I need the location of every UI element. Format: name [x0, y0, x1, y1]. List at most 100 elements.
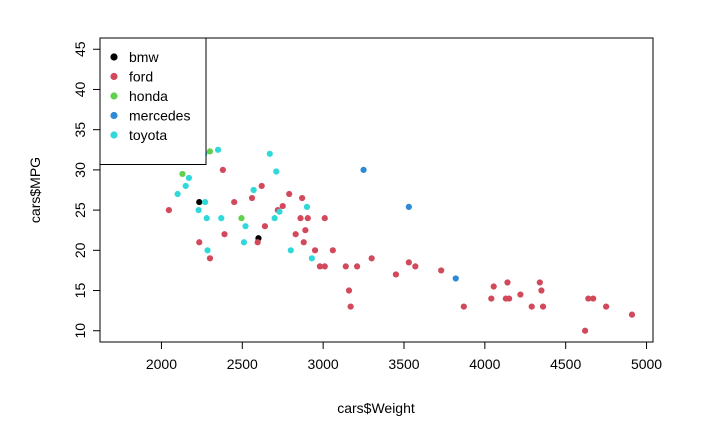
data-point-ford — [261, 223, 269, 230]
data-point-ford — [590, 295, 597, 302]
data-point-ford — [539, 303, 547, 310]
data-point-honda — [179, 170, 186, 178]
x-tick-label: 2500 — [227, 356, 258, 372]
x-axis-title: cars$Weight — [337, 400, 415, 416]
data-point-mercedes — [452, 275, 459, 282]
data-point-ford — [231, 198, 238, 206]
data-point-toyota — [308, 255, 315, 262]
data-point-toyota — [182, 182, 189, 190]
data-point-toyota — [185, 174, 193, 182]
data-point-toyota — [202, 198, 209, 206]
data-point-honda — [238, 215, 245, 222]
x-tick-label: 3000 — [308, 356, 339, 372]
data-point-toyota — [218, 215, 225, 222]
legend-label-mercedes: mercedes — [129, 108, 190, 124]
legend-label-ford: ford — [129, 69, 153, 85]
y-tick-label: 15 — [72, 283, 88, 299]
data-point-ford — [353, 263, 361, 270]
x-tick-label: 4000 — [469, 356, 500, 372]
data-point-ford — [316, 263, 324, 270]
data-point-ford — [221, 231, 228, 238]
data-point-toyota — [214, 146, 222, 153]
data-point-toyota — [250, 186, 257, 194]
legend-marker-toyota — [110, 131, 118, 139]
data-point-ford — [505, 295, 513, 302]
data-point-ford — [206, 255, 214, 262]
y-axis-title: cars$MPG — [27, 157, 43, 223]
data-point-ford — [412, 263, 419, 270]
data-point-ford — [528, 303, 535, 310]
data-point-ford — [603, 303, 610, 310]
data-point-ford — [345, 287, 353, 294]
data-point-ford — [297, 215, 304, 222]
data-point-toyota — [203, 215, 210, 222]
x-tick-label: 5000 — [631, 356, 662, 372]
data-point-ford — [490, 283, 497, 290]
data-point-ford — [538, 287, 545, 294]
data-point-ford — [286, 190, 293, 198]
data-point-toyota — [271, 215, 278, 222]
x-tick-label: 3500 — [388, 356, 419, 372]
y-tick-label: 25 — [72, 202, 88, 218]
data-point-bmw — [196, 198, 203, 206]
data-point-ford — [438, 267, 445, 274]
data-point-ford — [628, 311, 636, 318]
data-point-toyota — [195, 207, 202, 214]
data-point-ford — [368, 255, 375, 262]
y-tick-label: 20 — [72, 242, 88, 258]
x-tick-label: 2000 — [146, 356, 177, 372]
legend-label-bmw: bmw — [129, 49, 159, 65]
data-point-ford — [165, 207, 172, 214]
data-point-ford — [292, 231, 299, 238]
legend-box — [99, 37, 207, 165]
legend-label-honda: honda — [129, 88, 168, 104]
y-tick-label: 35 — [72, 122, 88, 138]
legend: bmw ford honda mercedes toyota — [99, 37, 207, 165]
data-point-ford — [304, 215, 311, 222]
data-point-toyota — [174, 190, 181, 198]
legend-marker-bmw — [110, 53, 118, 61]
data-point-toyota — [287, 247, 294, 254]
data-point-honda — [206, 148, 214, 155]
data-point-ford — [196, 239, 203, 246]
data-point-toyota — [266, 150, 273, 157]
data-point-ford — [488, 295, 495, 302]
data-point-mercedes — [360, 166, 367, 173]
data-point-toyota — [204, 247, 211, 254]
data-point-ford — [504, 279, 511, 286]
data-point-ford — [219, 166, 226, 173]
data-point-ford — [311, 247, 319, 254]
data-point-ford — [405, 259, 412, 266]
x-tick-label: 4500 — [550, 356, 581, 372]
y-tick-label: 45 — [72, 41, 88, 57]
legend-marker-ford — [110, 72, 118, 81]
legend-marker-mercedes — [110, 111, 118, 120]
data-point-ford — [321, 215, 328, 222]
data-point-ford — [302, 227, 309, 234]
data-point-ford — [342, 263, 349, 270]
y-tick-label: 10 — [72, 323, 88, 339]
data-point-ford — [279, 202, 286, 210]
data-point-ford — [254, 239, 261, 246]
data-point-mercedes — [405, 203, 412, 210]
data-point-toyota — [240, 239, 248, 246]
data-point-ford — [258, 182, 265, 190]
legend-marker-honda — [110, 92, 118, 100]
data-point-ford — [581, 327, 589, 334]
data-point-ford — [585, 295, 592, 302]
data-point-ford — [536, 279, 543, 286]
y-axis: 10 15 20 25 30 35 40 45 — [72, 41, 101, 339]
data-point-ford — [517, 291, 524, 298]
data-point-ford — [300, 239, 307, 246]
data-point-toyota — [276, 208, 283, 215]
x-axis: 2000 2500 3000 3500 4000 4500 5000 — [146, 341, 662, 372]
legend-label-toyota: toyota — [129, 127, 167, 143]
data-point-toyota — [242, 223, 249, 230]
data-point-toyota — [303, 203, 311, 210]
data-point-toyota — [273, 168, 280, 175]
data-point-ford — [347, 303, 354, 310]
y-tick-label: 30 — [72, 162, 88, 178]
data-point-ford — [392, 271, 400, 278]
data-point-ford — [248, 194, 256, 202]
